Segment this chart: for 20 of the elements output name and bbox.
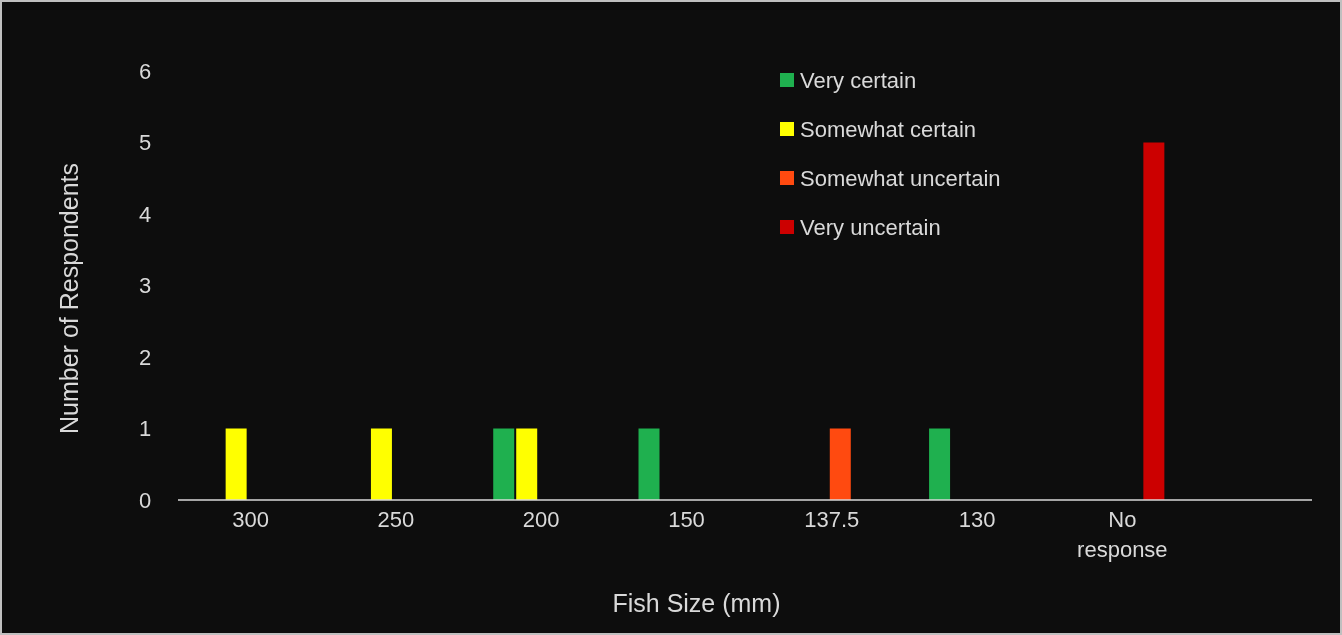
y-axis-title: Number of Respondents — [55, 163, 83, 434]
x-tick-label: 300 — [232, 507, 269, 532]
x-tick-label: 150 — [668, 507, 705, 532]
legend-label: Somewhat certain — [800, 116, 977, 142]
legend-label: Very uncertain — [800, 214, 941, 240]
legend-label: Very certain — [800, 67, 917, 93]
x-tick-label: 200 — [522, 507, 560, 532]
y-tick-label: 1 — [138, 416, 152, 442]
y-tick-label: 4 — [138, 201, 152, 227]
y-tick-label: 0 — [138, 487, 152, 513]
y-tick-label: 3 — [138, 273, 152, 299]
x-tick-label: 250 — [377, 507, 415, 532]
x-tick-label: 130 — [958, 507, 996, 532]
x-tick-label: No response — [1077, 507, 1168, 562]
legend-label: Somewhat uncertain — [800, 165, 1001, 191]
x-tick-label: 137.5 — [804, 507, 860, 532]
y-tick-label: 6 — [138, 58, 152, 84]
y-tick-label: 2 — [138, 344, 152, 370]
x-axis-title: Fish Size (mm) — [612, 589, 781, 617]
y-tick-label: 5 — [138, 130, 152, 156]
